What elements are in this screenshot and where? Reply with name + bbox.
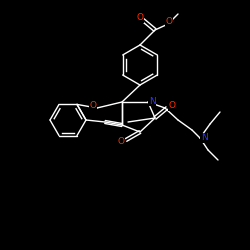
Text: O: O (118, 138, 124, 146)
Text: O: O (136, 14, 143, 22)
Text: O: O (90, 100, 96, 110)
Text: O: O (168, 102, 175, 110)
Text: N: N (148, 96, 156, 106)
Text: N: N (200, 134, 207, 142)
Text: O: O (166, 16, 172, 26)
